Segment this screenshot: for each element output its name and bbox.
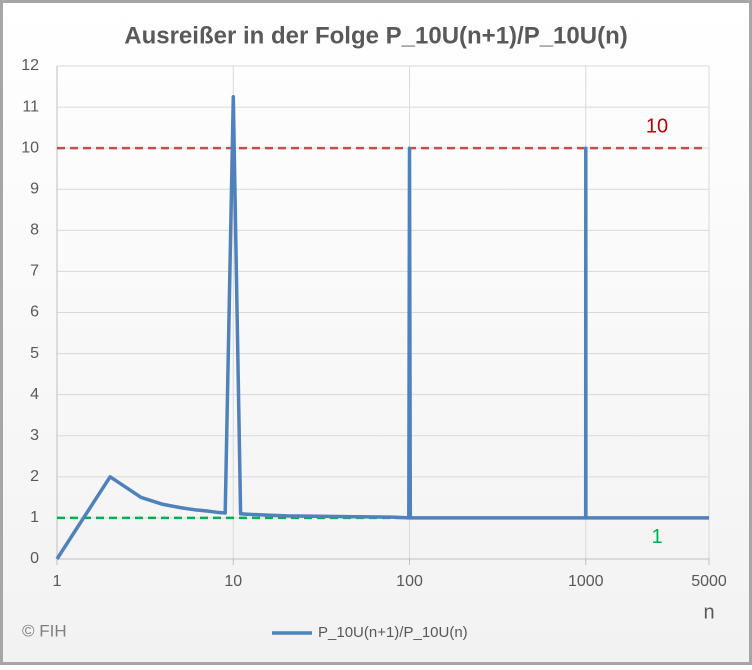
x-tick-label: 1000 bbox=[568, 573, 604, 590]
y-tick-label: 4 bbox=[30, 386, 39, 403]
y-tick-label: 3 bbox=[30, 427, 39, 444]
x-tick-label: 10 bbox=[224, 573, 242, 590]
y-tick-label: 1 bbox=[30, 509, 39, 526]
reference-label: 1 bbox=[651, 526, 662, 548]
y-tick-label: 5 bbox=[30, 345, 39, 362]
y-tick-label: 2 bbox=[30, 468, 39, 485]
y-tick-label: 8 bbox=[30, 222, 39, 239]
series-line bbox=[55, 95, 709, 560]
reference-label: 10 bbox=[646, 115, 668, 137]
x-tick-label: 100 bbox=[396, 573, 423, 590]
y-tick-label: 11 bbox=[22, 98, 39, 115]
legend-label: P_10U(n+1)/P_10U(n) bbox=[318, 624, 468, 641]
y-tick-label: 0 bbox=[30, 550, 39, 567]
y-tick-label: 7 bbox=[30, 263, 39, 280]
x-axis-label: n bbox=[703, 601, 714, 623]
y-tick-label: 12 bbox=[21, 57, 39, 74]
chart-title: Ausreißer in der Folge P_10U(n+1)/P_10U(… bbox=[124, 22, 627, 49]
y-tick-label: 6 bbox=[30, 304, 39, 321]
x-tick-label: 5000 bbox=[691, 573, 727, 590]
credit: © FIH bbox=[22, 621, 67, 640]
x-tick-label: 1 bbox=[53, 573, 62, 590]
y-tick-label: 10 bbox=[21, 139, 39, 156]
y-tick-label: 9 bbox=[30, 180, 39, 197]
